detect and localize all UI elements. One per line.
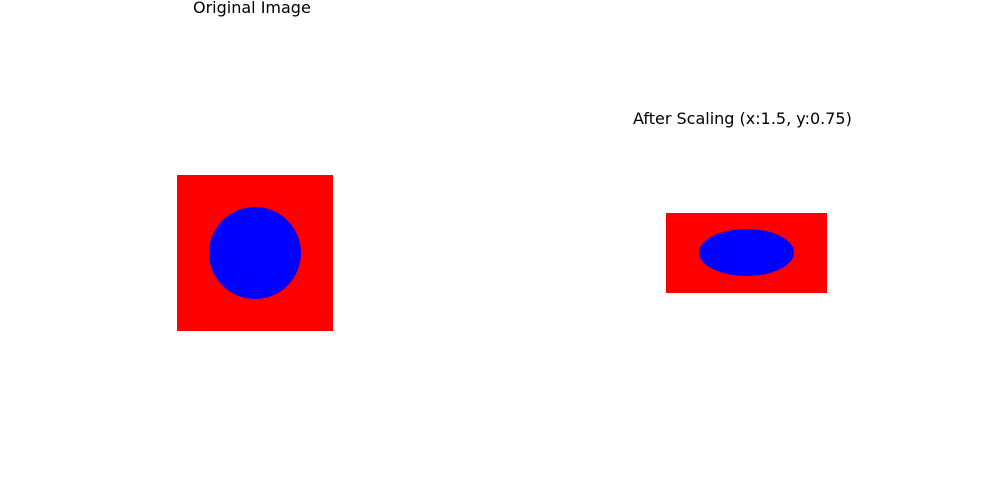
- scaled-image: [666, 213, 827, 293]
- original-circle: [209, 207, 301, 299]
- scaled-ellipse: [699, 229, 794, 276]
- scaled-image-title: After Scaling (x:1.5, y:0.75): [633, 109, 852, 128]
- original-image: [177, 175, 333, 331]
- original-image-title: Original Image: [193, 0, 311, 17]
